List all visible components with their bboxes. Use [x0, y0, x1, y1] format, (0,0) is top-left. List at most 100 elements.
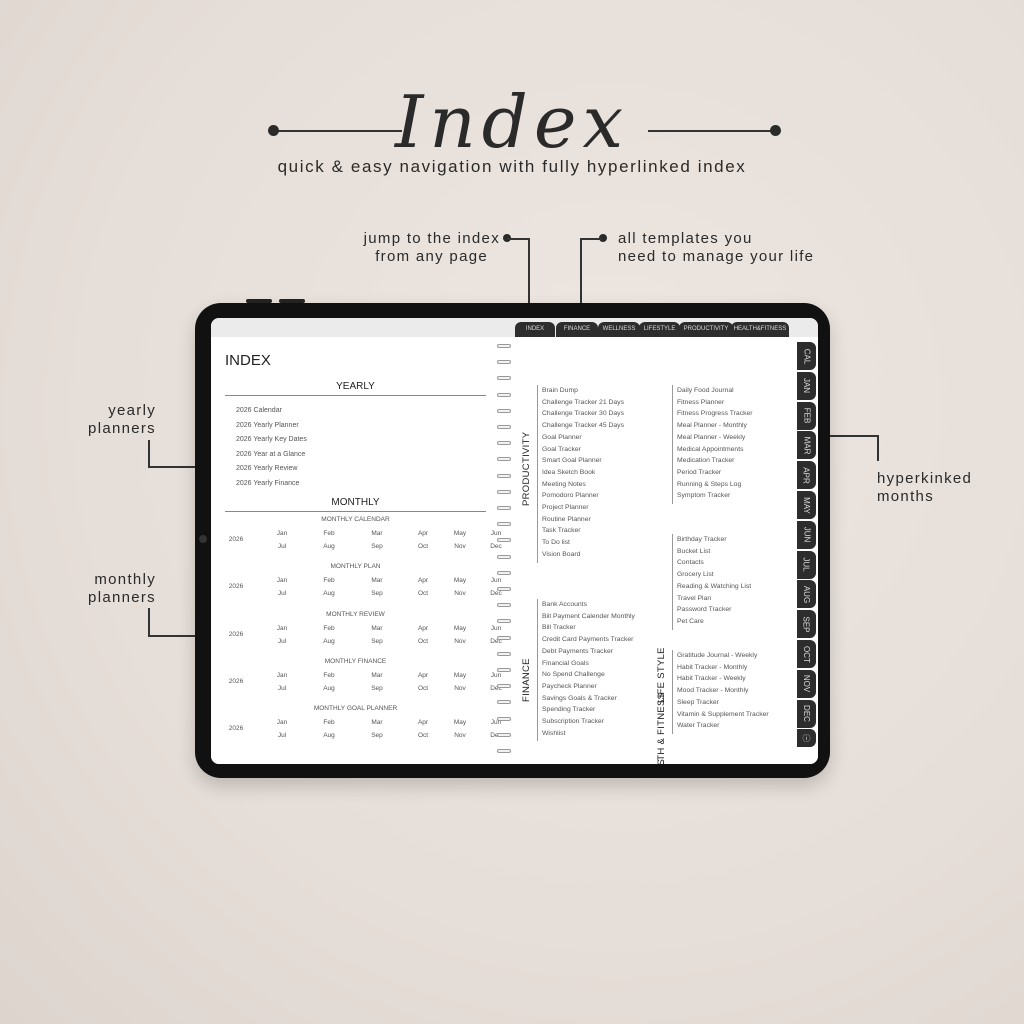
month-tab-mar[interactable]: MAR	[797, 431, 816, 460]
month-tab-nov[interactable]: NOV	[797, 669, 816, 698]
month-link[interactable]: Jul	[277, 732, 287, 740]
month-link[interactable]: Jan	[276, 624, 288, 632]
template-link[interactable]: Pomodoro Planner	[542, 492, 599, 500]
month-link[interactable]: Oct	[417, 590, 429, 598]
template-link[interactable]: Debt Payments Tracker	[542, 647, 614, 655]
template-link[interactable]: Reading & Watching List	[677, 582, 752, 590]
template-link[interactable]: Routine Planner	[542, 515, 591, 523]
month-link[interactable]: Nov	[454, 590, 466, 598]
month-link[interactable]: Nov	[454, 543, 466, 550]
month-tab-jun[interactable]: JUN	[797, 520, 816, 549]
month-link[interactable]: Dec	[490, 684, 502, 692]
template-link[interactable]: Vision Board	[542, 550, 581, 558]
month-link[interactable]: Mar	[371, 719, 383, 727]
month-link[interactable]: Jun	[490, 530, 502, 537]
template-link[interactable]: Running & Steps Log	[677, 480, 742, 488]
month-link[interactable]: Mar	[371, 577, 383, 585]
template-link[interactable]: Paycheck Planner	[542, 682, 597, 690]
month-tab-may[interactable]: MAY	[797, 491, 816, 519]
month-link[interactable]: Mar	[371, 624, 383, 632]
tab-finance[interactable]: FINANCE	[556, 322, 598, 337]
month-link[interactable]: Jan	[276, 577, 288, 585]
month-tab-jul[interactable]: JUL	[797, 550, 816, 579]
template-link[interactable]: Water Tracker	[677, 722, 720, 730]
template-link[interactable]: Grocery List	[677, 571, 714, 579]
yearly-link[interactable]: 2026 Yearly Finance	[236, 480, 300, 487]
template-link[interactable]: Bill Payment Calender Monthly	[542, 612, 635, 620]
template-link[interactable]: Meal Planner - Monthly	[677, 422, 747, 430]
yearly-link[interactable]: 2026 Year at a Glance	[236, 450, 306, 458]
template-link[interactable]: Project Planner	[542, 504, 589, 511]
template-link[interactable]: Spending Tracker	[542, 706, 596, 714]
month-link[interactable]: Oct	[417, 543, 429, 550]
month-link[interactable]: Sep	[371, 543, 383, 550]
category-wellness[interactable]: WELLNESS	[656, 759, 667, 764]
template-link[interactable]: Mood Tracker - Monthly	[677, 687, 749, 695]
month-link[interactable]: Sep	[371, 684, 383, 692]
template-link[interactable]: Birthday Tracker	[677, 536, 727, 543]
tab-lifestyle[interactable]: LIFESTYLE	[639, 322, 680, 337]
template-link[interactable]: Fitness Progress Tracker	[677, 410, 753, 418]
template-link[interactable]: Habit Tracker - Weekly	[677, 675, 746, 683]
info-tab[interactable]: ⓘ	[797, 729, 816, 748]
month-link[interactable]: Feb	[323, 577, 335, 585]
template-link[interactable]: Sleep Tracker	[677, 698, 719, 706]
month-link[interactable]: Feb	[323, 530, 335, 537]
month-link[interactable]: Jul	[277, 543, 287, 550]
month-link[interactable]: Apr	[417, 671, 429, 679]
month-link[interactable]: Aug	[323, 732, 335, 740]
month-tab-aug[interactable]: AUG	[797, 580, 816, 609]
month-tab-dec[interactable]: DEC	[797, 699, 816, 728]
template-link[interactable]: Brain Dump	[542, 387, 578, 394]
category-productivity[interactable]: PRODUCTIVITY	[521, 431, 532, 506]
month-link[interactable]: Jan	[276, 530, 288, 537]
month-link[interactable]: Jun	[490, 577, 502, 585]
template-link[interactable]: Bill Tracker	[542, 624, 576, 632]
month-link[interactable]: Jan	[276, 671, 288, 679]
month-tab-jan[interactable]: JAN	[797, 371, 816, 400]
month-link[interactable]: Aug	[323, 543, 335, 550]
month-link[interactable]: Apr	[417, 530, 429, 537]
template-link[interactable]: No Spend Challenge	[542, 671, 605, 679]
month-link[interactable]: Dec	[490, 637, 502, 645]
month-link[interactable]: Jun	[490, 671, 502, 679]
month-tab-oct[interactable]: OCT	[797, 640, 816, 668]
month-link[interactable]: Feb	[323, 719, 335, 727]
template-link[interactable]: To Do list	[542, 539, 570, 547]
template-link[interactable]: Goal Tracker	[542, 445, 581, 453]
month-link[interactable]: May	[453, 719, 467, 727]
yearly-link[interactable]: 2026 Yearly Planner	[236, 421, 299, 429]
template-link[interactable]: Bank Accounts	[542, 601, 587, 608]
yearly-link[interactable]: 2026 Yearly Key Dates	[236, 436, 307, 444]
category-finance[interactable]: FINANCE	[521, 658, 532, 703]
template-link[interactable]: Fitness Planner	[677, 398, 725, 406]
month-link[interactable]: Dec	[490, 543, 502, 550]
month-link[interactable]: Jan	[276, 719, 288, 727]
month-link[interactable]: Sep	[371, 590, 383, 598]
template-link[interactable]: Idea Sketch Book	[542, 468, 596, 476]
template-link[interactable]: Password Tracker	[677, 606, 732, 614]
month-link[interactable]: Jul	[277, 637, 287, 645]
month-link[interactable]: Apr	[417, 719, 429, 727]
category-lifestyle[interactable]: LIFE STYLE	[656, 646, 667, 703]
template-link[interactable]: Challenge Tracker 21 Days	[542, 398, 624, 406]
template-link[interactable]: Pet Care	[677, 617, 704, 625]
template-link[interactable]: Gratitude Journal - Weekly	[677, 652, 758, 659]
template-link[interactable]: Goal Planner	[542, 433, 582, 441]
template-link[interactable]: Meal Planner - Weekly	[677, 433, 746, 441]
month-link[interactable]: Jun	[490, 624, 502, 632]
month-link[interactable]: Apr	[417, 624, 429, 632]
month-link[interactable]: Feb	[323, 671, 335, 679]
month-link[interactable]: Oct	[417, 684, 429, 692]
template-link[interactable]: Medical Appointments	[677, 445, 744, 453]
month-link[interactable]: Feb	[323, 624, 335, 632]
month-link[interactable]: Aug	[323, 684, 335, 692]
template-link[interactable]: Challenge Tracker 45 Days	[542, 422, 624, 430]
month-link[interactable]: Aug	[323, 590, 335, 598]
month-link[interactable]: Nov	[454, 637, 466, 645]
month-link[interactable]: May	[453, 530, 467, 537]
tab-productivity[interactable]: PRODUCTIVITY	[679, 322, 733, 337]
template-link[interactable]: Medication Tracker	[677, 457, 735, 465]
month-link[interactable]: Dec	[490, 732, 502, 740]
month-link[interactable]: Oct	[417, 637, 429, 645]
